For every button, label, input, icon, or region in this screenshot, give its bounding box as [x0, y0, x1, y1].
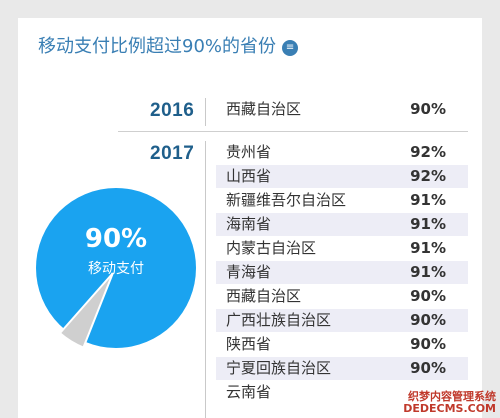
province-name: 内蒙古自治区: [226, 239, 317, 257]
pie-caption-label: 移动支付: [88, 261, 144, 277]
province-name: 海南省: [226, 215, 272, 233]
province-name: 贵州省: [226, 143, 272, 161]
province-value: 90%: [410, 287, 446, 305]
table-row: 广西壮族自治区 90%: [216, 309, 468, 332]
table-row: 西藏自治区 90%: [216, 98, 468, 121]
section-divider: [118, 131, 468, 132]
province-name: 云南省: [226, 383, 272, 401]
list-icon: ≡: [282, 40, 299, 56]
page-title: 移动支付比例超过90%的省份 ≡: [38, 32, 299, 58]
province-name: 青海省: [226, 263, 272, 281]
watermark-line2: DEDECMS.COM: [403, 402, 496, 415]
province-name: 西藏自治区: [226, 287, 302, 305]
year-2016-label: 2016: [150, 100, 195, 121]
table-row: 西藏自治区 90%: [216, 285, 468, 308]
infographic-card: 移动支付比例超过90%的省份 ≡ 2016 西藏自治区 90% 2017 贵州省 9…: [18, 18, 482, 418]
watermark: 织梦内容管理系统 DEDECMS.COM: [403, 391, 496, 415]
province-value: 92%: [410, 143, 446, 161]
pie-value-label: 90%: [84, 224, 148, 254]
province-name: 山西省: [226, 167, 272, 185]
pie-svg: [36, 188, 196, 349]
table-row: 山西省 92%: [216, 165, 468, 188]
province-value: 91%: [410, 191, 446, 209]
year-divider-2016: [205, 98, 206, 126]
watermark-line1: 织梦内容管理系统: [408, 390, 496, 403]
province-value: 90%: [410, 359, 446, 377]
year-divider-2017: [205, 141, 206, 418]
pie-slice-main: [36, 188, 196, 348]
table-row: 内蒙古自治区 91%: [216, 237, 468, 260]
table-row: 宁夏回族自治区 90%: [216, 357, 468, 380]
province-value: 91%: [410, 263, 446, 281]
table-row: 云南省: [216, 381, 468, 404]
province-name: 新疆维吾尔自治区: [226, 191, 347, 209]
table-row: 贵州省 92%: [216, 141, 468, 164]
province-name: 西藏自治区: [226, 100, 302, 118]
province-name: 广西壮族自治区: [226, 311, 332, 329]
table-row: 海南省 91%: [216, 213, 468, 236]
province-name: 陕西省: [226, 335, 272, 353]
title-text: 移动支付比例超过90%的省份: [38, 36, 277, 57]
table-row: 陕西省 90%: [216, 333, 468, 356]
province-name: 宁夏回族自治区: [226, 359, 332, 377]
table-row: 青海省 91%: [216, 261, 468, 284]
pie-chart: 90% 移动支付: [36, 188, 216, 368]
pie-slice-remaining: [58, 272, 114, 349]
province-value: 90%: [410, 335, 446, 353]
year-2017-label: 2017: [150, 143, 195, 164]
province-value: 91%: [410, 215, 446, 233]
table-row: 新疆维吾尔自治区 91%: [216, 189, 468, 212]
province-value: 92%: [410, 167, 446, 185]
province-value: 91%: [410, 239, 446, 257]
province-value: 90%: [410, 100, 446, 118]
province-value: 90%: [410, 311, 446, 329]
